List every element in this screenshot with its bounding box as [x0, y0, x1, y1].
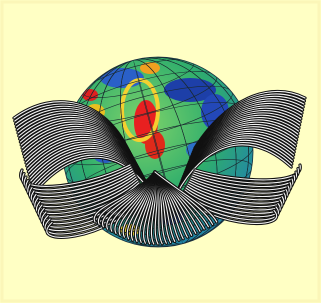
visualization-image: [0, 0, 321, 303]
page: {} (() => { const NS =: [0, 0, 321, 303]
